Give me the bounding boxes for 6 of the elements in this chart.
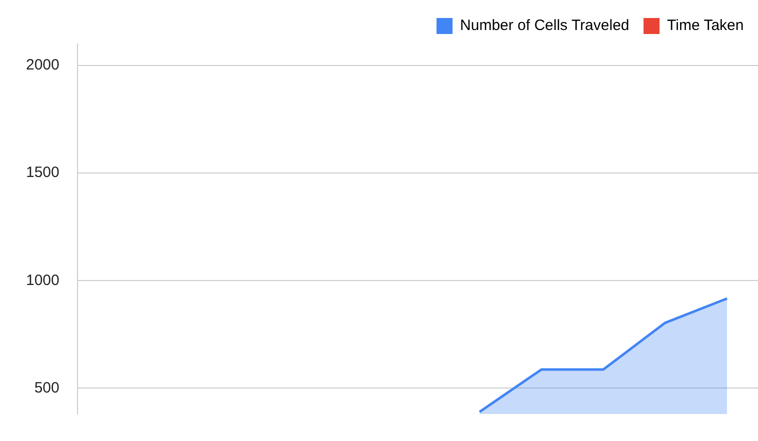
- y-tick-label: 1500: [26, 164, 60, 182]
- y-tick-label: 1000: [26, 272, 60, 289]
- y-tick-label: 2000: [26, 56, 60, 74]
- legend-label: Time Taken: [667, 17, 744, 34]
- y-tick-label: 500: [34, 379, 60, 396]
- legend-label: Number of Cells Traveled: [460, 17, 630, 34]
